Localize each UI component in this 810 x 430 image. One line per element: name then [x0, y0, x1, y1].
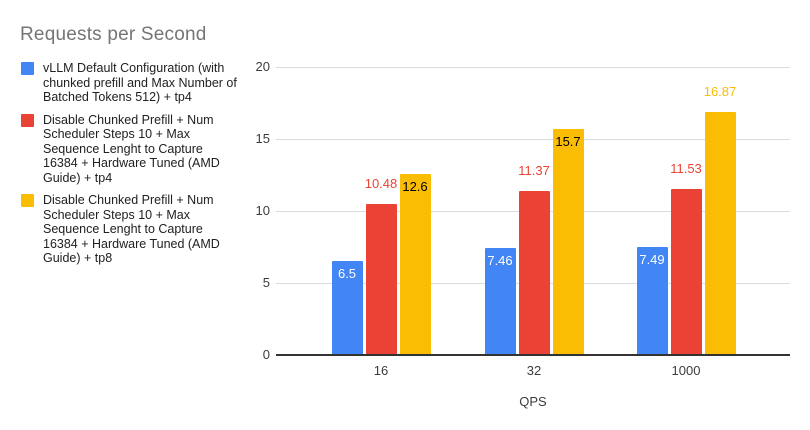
x-tick-label: 16	[373, 363, 389, 378]
bar-series-2-qps-1000	[670, 188, 702, 355]
legend-item-series-3: Disable Chunked Prefill + Num Scheduler …	[21, 193, 243, 266]
bar-value-label: 15.7	[555, 133, 581, 149]
bar-value-label: 7.49	[639, 252, 665, 268]
bar-series-3-qps-16	[399, 173, 431, 355]
bar-series-2-qps-32	[518, 191, 550, 355]
chart-title: Requests per Second	[20, 24, 207, 45]
chart-legend: vLLM Default Configuration (with chunked…	[21, 61, 243, 274]
bar-value-label: 7.46	[487, 252, 513, 268]
bar-value-label: 12.6	[402, 178, 428, 194]
bar-series-2-qps-16	[365, 204, 397, 355]
legend-label-series-1: vLLM Default Configuration (with chunked…	[43, 61, 237, 104]
gridline	[276, 66, 790, 68]
bar-value-label: 11.53	[670, 160, 702, 176]
bar-value-label: 16.87	[703, 84, 737, 100]
x-tick-label: 32	[526, 363, 542, 378]
bar-series-3-qps-1000	[704, 112, 736, 355]
bar-series-3-qps-32	[552, 128, 584, 355]
legend-label-series-3: Disable Chunked Prefill + Num Scheduler …	[43, 193, 220, 265]
legend-item-series-1: vLLM Default Configuration (with chunked…	[21, 61, 243, 105]
y-tick-label: 15	[255, 131, 270, 146]
y-tick-label: 5	[262, 275, 270, 290]
y-tick-label: 0	[262, 347, 270, 362]
legend-item-series-2: Disable Chunked Prefill + Num Scheduler …	[21, 113, 243, 186]
y-tick-label: 10	[255, 203, 270, 218]
gridline	[276, 138, 790, 140]
x-axis-title: QPS	[519, 394, 547, 409]
y-tick-label: 20	[255, 59, 270, 74]
legend-swatch-red-icon	[21, 113, 34, 127]
bar-value-label: 10.48	[364, 176, 398, 192]
bar-series-1-qps-32	[484, 247, 516, 355]
bar-value-label: 6.5	[337, 266, 357, 282]
x-tick-label: 1000	[671, 363, 701, 378]
x-axis-line	[276, 354, 790, 356]
legend-label-series-2: Disable Chunked Prefill + Num Scheduler …	[43, 112, 220, 185]
bar-series-1-qps-16	[331, 261, 363, 355]
plot-area: 0 5 10 15 20 6.5 7.46 7.49 10.48 11.37 11.53 12.6 15…	[256, 60, 790, 409]
legend-swatch-yellow-icon	[21, 194, 34, 207]
legend-swatch-blue-icon	[21, 62, 34, 75]
bar-value-label: 11.37	[518, 163, 550, 179]
bar-series-1-qps-1000	[636, 247, 668, 355]
